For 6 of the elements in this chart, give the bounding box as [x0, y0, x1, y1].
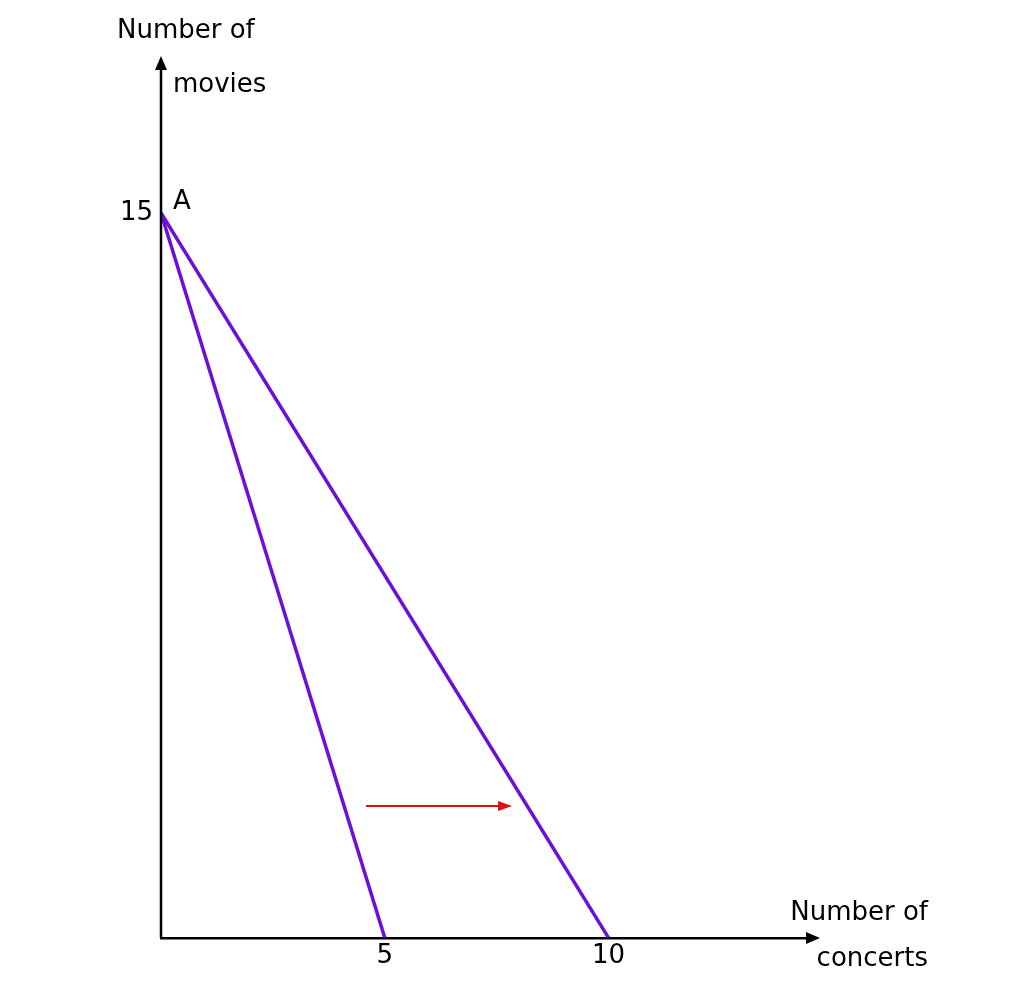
x-tick-label: 10 [592, 939, 626, 970]
x-tick-label: 5 [376, 939, 394, 970]
annotation: 15 [119, 195, 153, 226]
y-axis-title: Number of movies [117, 14, 267, 98]
x-axis-title: Number of concerts [790, 895, 929, 972]
annotation: A [173, 184, 191, 215]
